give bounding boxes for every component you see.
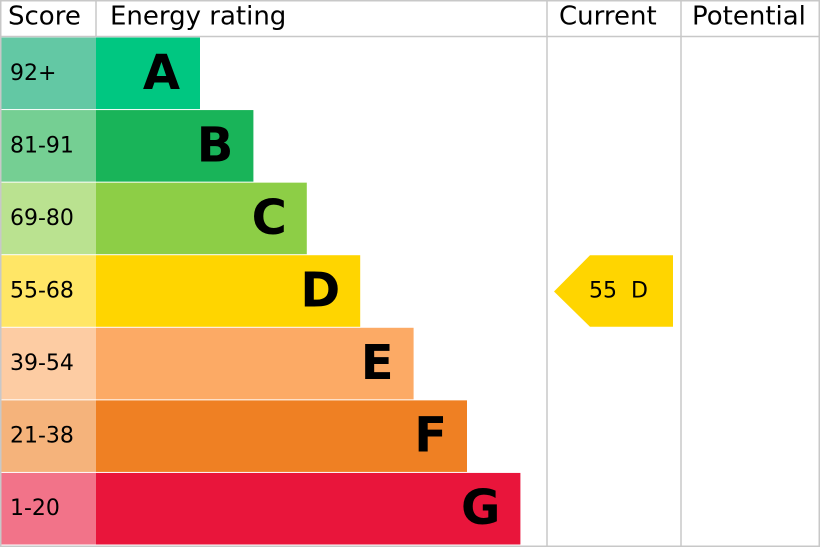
header-rating: Energy rating — [110, 2, 286, 32]
current-score: 55 — [589, 279, 617, 304]
score-cell — [1, 255, 96, 327]
score-label: 1-20 — [10, 496, 60, 521]
rating-letter: D — [300, 263, 340, 319]
rating-letter: F — [414, 408, 447, 464]
rating-letter: G — [461, 480, 500, 536]
score-label: 21-38 — [10, 424, 74, 449]
score-cell — [1, 327, 96, 400]
rating-bar — [96, 472, 521, 545]
header-score: Score — [8, 2, 81, 32]
rating-letter: B — [197, 117, 234, 173]
rating-bar — [96, 255, 361, 327]
current-rating: 55 D — [589, 279, 648, 304]
rating-letter: C — [252, 190, 287, 246]
rating-bar — [96, 182, 307, 255]
score-cell — [1, 37, 96, 110]
header-potential: Potential — [692, 2, 806, 32]
rating-bar — [96, 327, 414, 400]
rating-bar — [96, 37, 200, 110]
current-letter: D — [631, 279, 648, 304]
rating-bar — [96, 400, 467, 472]
score-label: 69-80 — [10, 206, 74, 231]
score-label: 39-54 — [10, 351, 74, 376]
rating-letter: E — [361, 335, 394, 391]
score-label: 92+ — [10, 61, 56, 86]
score-label: 55-68 — [10, 279, 74, 304]
score-cell — [1, 472, 96, 545]
header-current: Current — [559, 2, 657, 32]
score-cell — [1, 400, 96, 472]
rating-bar — [96, 110, 254, 182]
score-label: 81-91 — [10, 133, 74, 158]
rating-letter: A — [143, 45, 180, 101]
bands: 92+ A 81-91 B 69-80 C 55-68 D 39-54 E 21-38 F 1-20 G 5… — [1, 37, 673, 545]
score-cell — [1, 182, 96, 255]
current-arrow — [554, 255, 673, 327]
score-cell — [1, 110, 96, 182]
